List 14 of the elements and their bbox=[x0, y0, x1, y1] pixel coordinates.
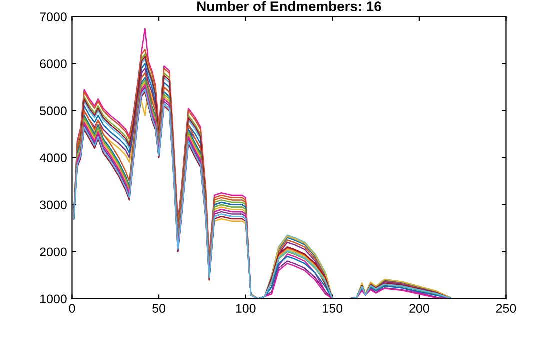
chart-title: Number of Endmembers: 16 bbox=[198, 1, 382, 12]
x-tick-label: 200 bbox=[410, 304, 430, 313]
y-tick-label: 6000 bbox=[40, 60, 67, 69]
x-tick-label: 150 bbox=[323, 304, 343, 313]
y-tick-label: 7000 bbox=[40, 12, 67, 22]
x-tick-label: 0 bbox=[69, 304, 76, 313]
y-tick-label: 3000 bbox=[40, 200, 67, 210]
y-tick-label: 4000 bbox=[40, 154, 67, 163]
x-tick-label: 100 bbox=[236, 304, 256, 313]
y-tick-label: 1000 bbox=[40, 294, 67, 304]
x-tick-label: 250 bbox=[496, 304, 516, 313]
x-tick-label: 50 bbox=[152, 304, 166, 313]
y-tick-label: 5000 bbox=[40, 106, 67, 116]
y-tick-label: 2000 bbox=[40, 248, 67, 257]
